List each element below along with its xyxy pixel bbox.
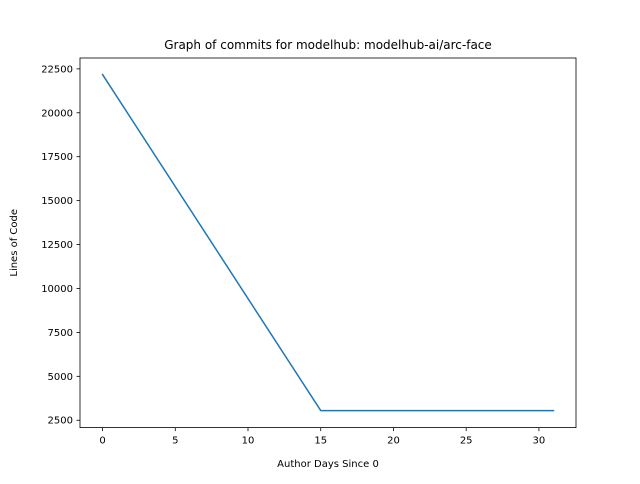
y-tick-label: 7500: [48, 328, 73, 339]
plot-area: [101, 73, 555, 412]
y-tick-label: 5000: [48, 372, 73, 383]
x-axis-label: Author Days Since 0: [277, 459, 379, 470]
y-tick-label: 22500: [41, 64, 73, 75]
x-tick-label: 10: [242, 436, 255, 447]
chart-title: Graph of commits for modelhub: modelhub-…: [164, 38, 492, 52]
x-tick-label: 25: [460, 436, 473, 447]
y-tick-label: 15000: [41, 196, 73, 207]
x-tick-label: 20: [387, 436, 400, 447]
x-tick-label: 15: [314, 436, 327, 447]
x-tick-label: 0: [99, 436, 105, 447]
y-tick-label: 17500: [41, 152, 73, 163]
y-tick-label: 20000: [41, 108, 73, 119]
x-axis-ticks: 0 5 10 15 20 25 30: [99, 427, 546, 447]
axes-frame: [79, 57, 577, 429]
y-tick-label: 12500: [41, 240, 73, 251]
y-axis-ticks: 2500 5000 7500 10000 12500 15000 17500 20000 225…: [41, 64, 80, 427]
x-tick-label: 5: [172, 436, 178, 447]
x-tick-label: 30: [533, 436, 546, 447]
series-line-0: [101, 73, 555, 412]
y-tick-label: 10000: [41, 284, 73, 295]
y-tick-label: 2500: [48, 416, 73, 427]
y-axis-label: Lines of Code: [9, 209, 20, 277]
